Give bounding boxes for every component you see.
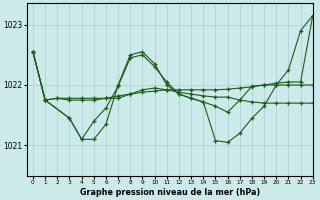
- X-axis label: Graphe pression niveau de la mer (hPa): Graphe pression niveau de la mer (hPa): [80, 188, 260, 197]
